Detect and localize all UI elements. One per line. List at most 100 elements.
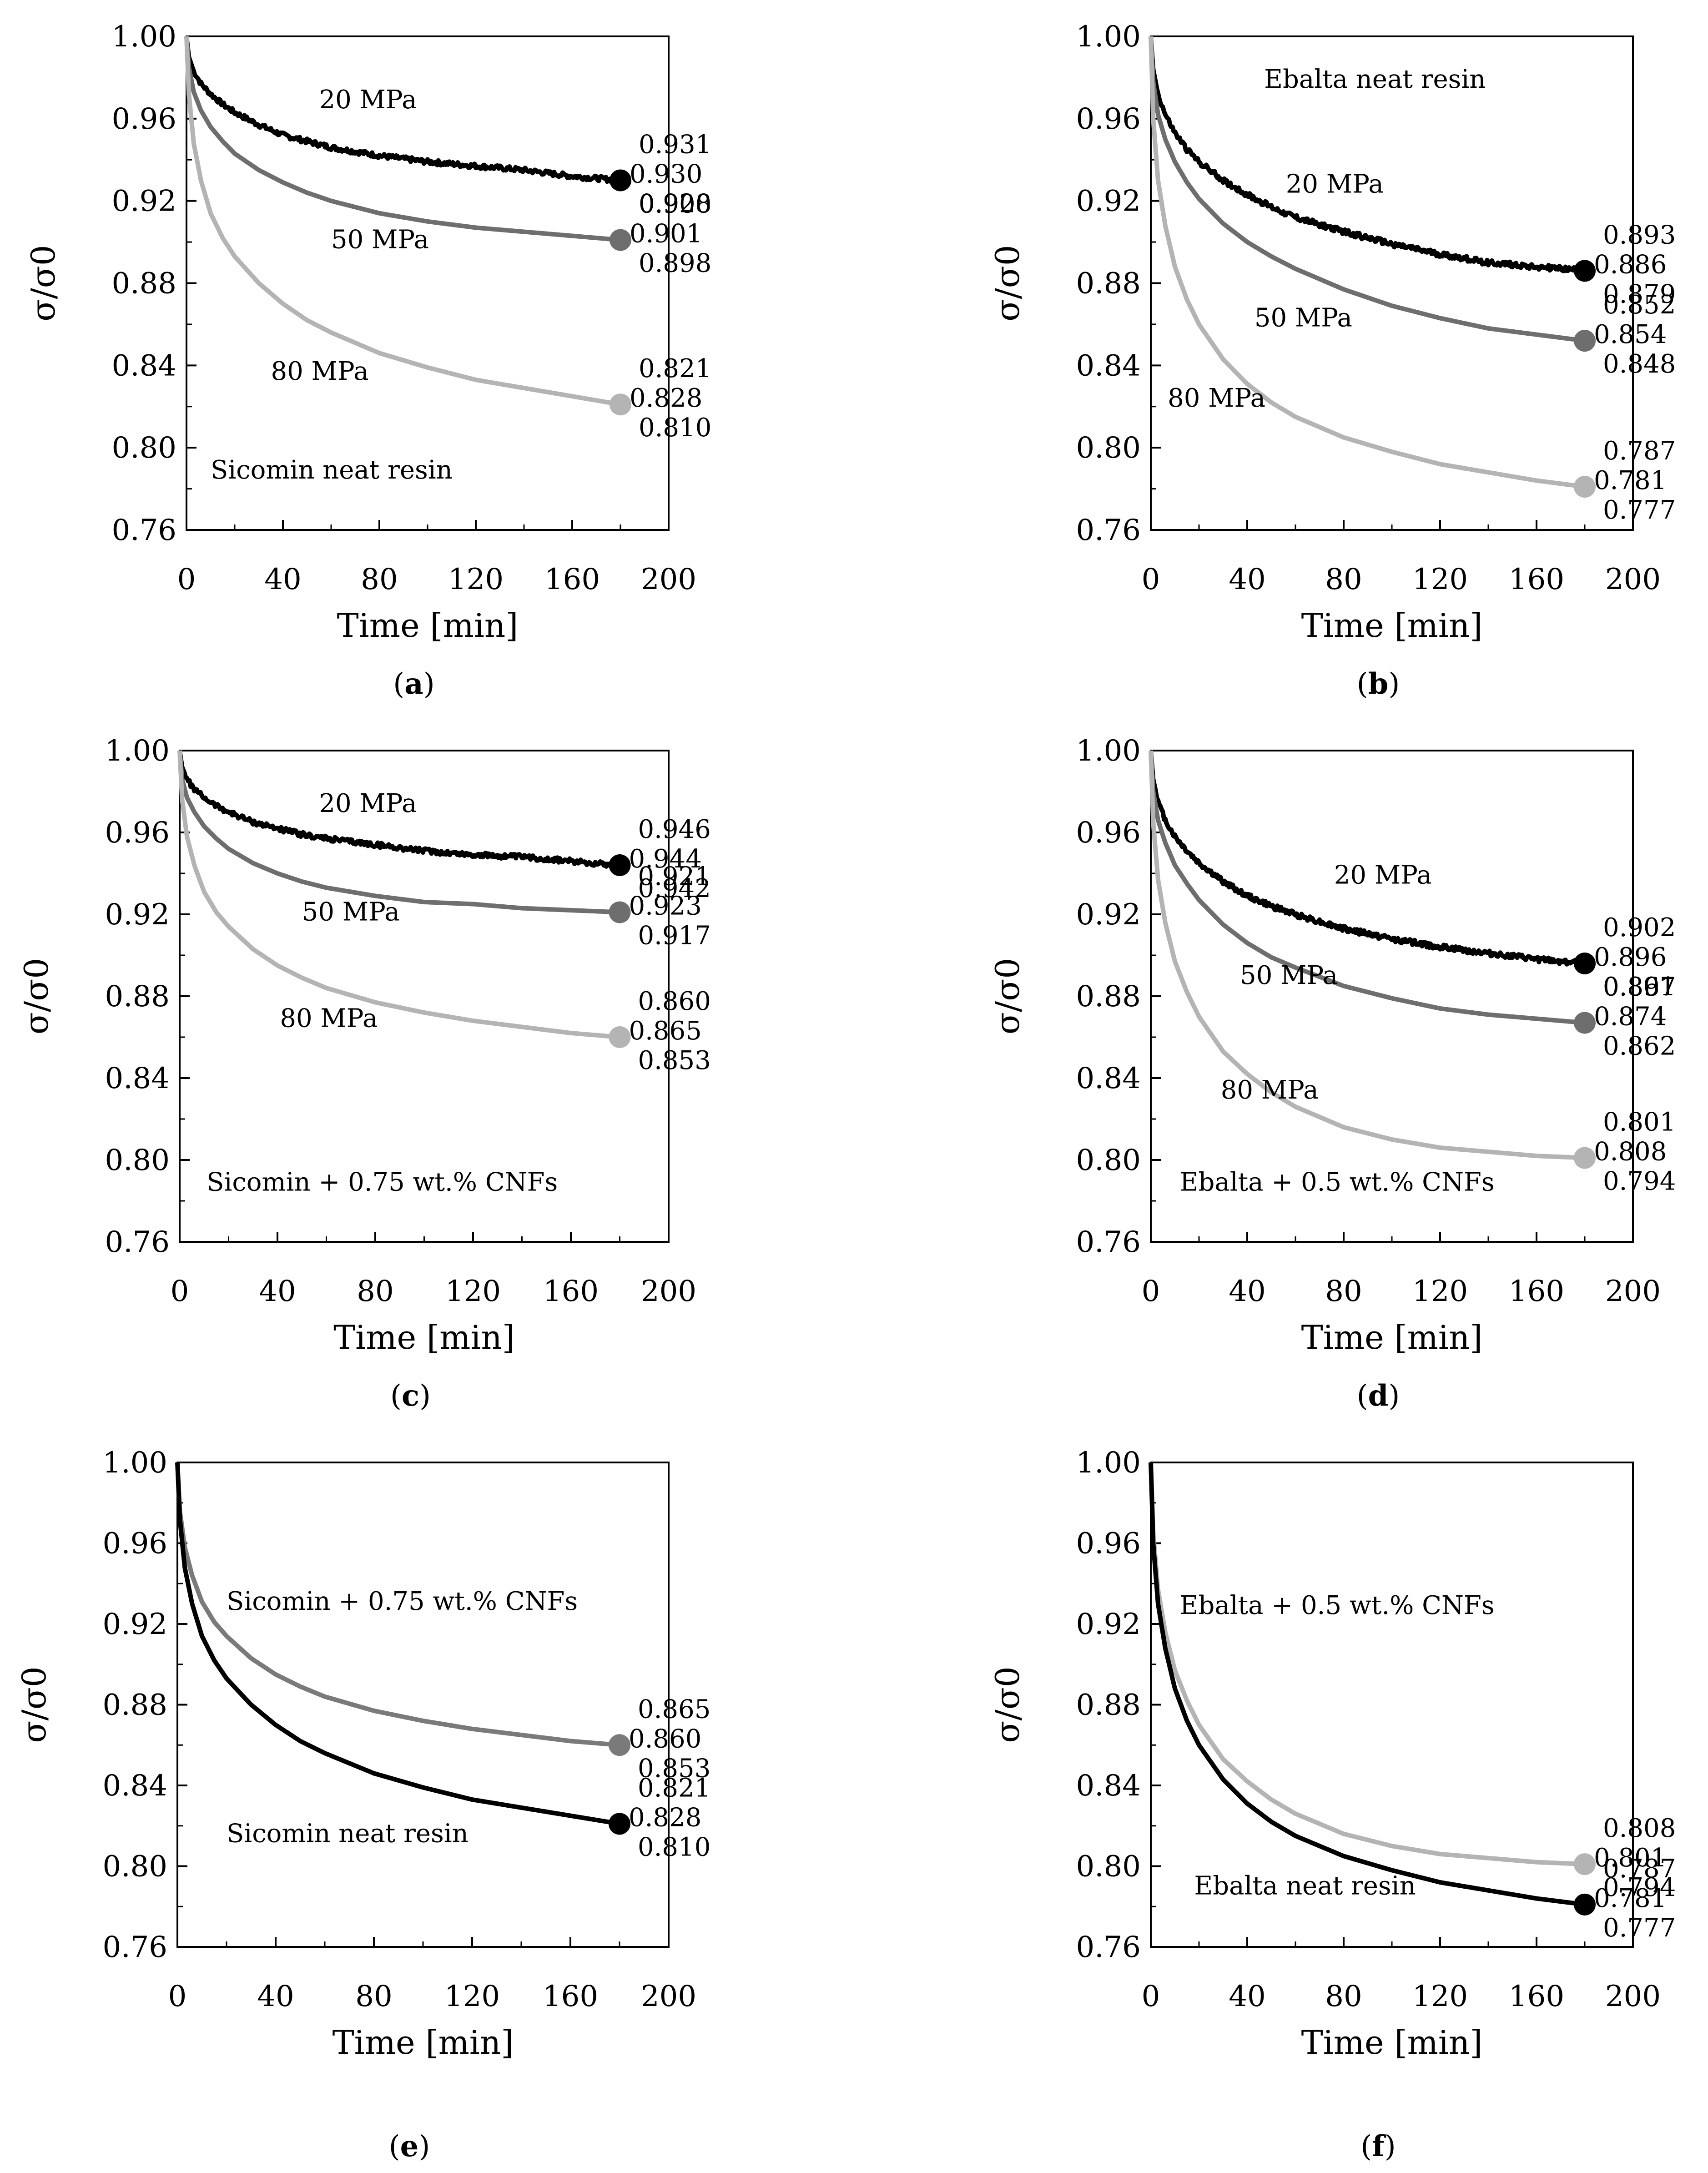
y-tick-label: 1.00 (1076, 1446, 1141, 1480)
series-line-0 (184, 36, 622, 184)
x-tick-label: 160 (543, 1980, 598, 2013)
end-value-label: 0.854 (1594, 320, 1667, 349)
y-tick-label: 0.88 (112, 267, 177, 301)
x-tick-label: 40 (1229, 1275, 1265, 1308)
series-line-1 (177, 750, 621, 915)
x-tick-label: 0 (1142, 563, 1160, 596)
end-value-label: 0.781 (1594, 1884, 1667, 1913)
y-tick-label: 0.96 (105, 816, 170, 850)
y-tick-label: 0.88 (1076, 267, 1141, 301)
y-axis-title: σ/σ0 (988, 1666, 1027, 1743)
x-tick-label: 0 (1142, 1275, 1160, 1308)
x-tick-label: 120 (1412, 563, 1468, 596)
y-tick-label: 0.92 (105, 898, 170, 932)
series-end-marker-0 (1574, 953, 1596, 974)
range-lower-label: 0.848 (1603, 349, 1676, 379)
series-end-marker-1 (609, 1813, 630, 1835)
y-tick-label: 0.84 (105, 1062, 170, 1095)
range-lower-label: 0.917 (638, 921, 711, 951)
annotation-label: 80 MPa (1221, 1075, 1319, 1105)
annotation-label: 80 MPa (271, 357, 369, 386)
range-lower-label: 0.777 (1603, 1913, 1676, 1943)
y-tick-label: 0.88 (105, 980, 170, 1013)
x-tick-label: 200 (641, 563, 696, 596)
y-tick-label: 1.00 (1076, 20, 1141, 54)
series-line-0 (175, 1462, 621, 1748)
series-line-2 (177, 750, 621, 1039)
annotation-label: 50 MPa (1255, 303, 1352, 333)
series-end-marker-1 (1574, 330, 1596, 352)
y-tick-label: 0.96 (1076, 102, 1141, 136)
x-tick-label: 160 (543, 1275, 599, 1308)
x-tick-label: 0 (171, 1275, 189, 1308)
x-tick-label: 0 (1142, 1980, 1160, 2013)
x-tick-label: 40 (1229, 563, 1265, 596)
chart-panel-a: 0.76 0.80 0.84 0.88 0.92 0.96 1.00 0 40 80 120 160 2… (24, 20, 711, 701)
range-lower-label: 0.942 (638, 874, 711, 903)
y-tick-label: 0.96 (1076, 816, 1141, 850)
annotation-label: 20 MPa (1286, 170, 1384, 199)
end-value-label: 0.865 (629, 1016, 702, 1046)
chart-panel-b: 0.76 0.80 0.84 0.88 0.92 0.96 1.00 0 40 80 120 160 2… (988, 20, 1676, 701)
end-value-label: 0.930 (630, 159, 702, 189)
y-tick-label: 0.84 (112, 349, 177, 383)
x-tick-label: 80 (357, 1275, 393, 1308)
panel-caption: (b) (1357, 667, 1400, 701)
x-tick-label: 200 (641, 1980, 696, 2013)
y-tick-label: 0.92 (1076, 898, 1141, 932)
x-axis-title: Time [min] (1301, 1318, 1483, 1356)
x-tick-label: 160 (1509, 1275, 1564, 1308)
chart-panel-f: 0.76 0.80 0.84 0.88 0.92 0.96 1.00 0 40 80 120 160 2… (988, 1446, 1676, 2163)
range-upper-label: 0.902 (1603, 913, 1676, 943)
annotation-label: 50 MPa (1240, 961, 1338, 990)
series-line-2 (1149, 36, 1586, 489)
series-line-1 (1149, 36, 1586, 343)
panel-caption: (f) (1360, 2129, 1396, 2163)
y-tick-label: 0.80 (112, 431, 177, 465)
x-tick-label: 80 (1325, 1275, 1362, 1308)
y-tick-label: 0.84 (1076, 349, 1141, 383)
series-end-marker-0 (610, 169, 631, 192)
annotation-label: Sicomin neat resin (227, 1819, 469, 1848)
y-tick-label: 0.76 (103, 1931, 168, 1964)
x-tick-label: 160 (544, 563, 600, 596)
annotation-label: 80 MPa (1168, 383, 1265, 413)
series-end-marker-1 (1574, 1893, 1596, 1916)
series-end-marker-1 (610, 229, 631, 251)
range-upper-label: 0.821 (638, 1773, 710, 1803)
series-end-marker-1 (609, 901, 631, 923)
y-axis-title: σ/σ0 (17, 958, 55, 1034)
range-lower-label: 0.810 (639, 413, 711, 443)
y-tick-label: 0.88 (103, 1689, 168, 1722)
y-tick-label: 1.00 (103, 1446, 168, 1480)
x-tick-label: 200 (641, 1275, 696, 1308)
end-value-label: 0.896 (1594, 943, 1667, 972)
series-line-0 (1149, 750, 1587, 968)
x-tick-label: 40 (264, 563, 301, 596)
annotation-label: Ebalta neat resin (1194, 1871, 1416, 1901)
x-tick-label: 160 (1509, 563, 1564, 596)
x-axis-title: Time [min] (333, 1318, 515, 1356)
series-end-marker-2 (609, 1026, 631, 1048)
y-axis-title: σ/σ0 (15, 1666, 53, 1743)
y-tick-label: 0.92 (112, 185, 177, 218)
y-tick-label: 0.84 (103, 1769, 168, 1803)
range-lower-label: 0.777 (1603, 495, 1676, 525)
range-upper-label: 0.900 (639, 190, 711, 219)
x-tick-label: 120 (1412, 1275, 1468, 1308)
y-tick-label: 0.76 (1076, 1931, 1141, 1964)
y-axis-title: σ/σ0 (988, 958, 1027, 1034)
x-tick-label: 120 (445, 1275, 501, 1308)
chart-panel-c: 0.76 0.80 0.84 0.88 0.92 0.96 1.00 0 40 80 120 160 2… (17, 734, 711, 1413)
series-end-marker-1 (1574, 1012, 1596, 1034)
x-tick-label: 40 (259, 1275, 296, 1308)
y-tick-label: 0.80 (1076, 1850, 1141, 1884)
y-tick-label: 0.80 (1076, 431, 1141, 465)
annotation-label: 20 MPa (1334, 861, 1432, 890)
y-tick-label: 0.76 (105, 1225, 170, 1259)
end-value-label: 0.808 (1594, 1137, 1667, 1167)
end-value-label: 0.781 (1594, 466, 1667, 495)
chart-panel-d: 0.76 0.80 0.84 0.88 0.92 0.96 1.00 0 40 80 120 160 2… (988, 734, 1676, 1413)
range-upper-label: 0.787 (1603, 436, 1676, 466)
range-upper-label: 0.867 (1603, 973, 1676, 1002)
